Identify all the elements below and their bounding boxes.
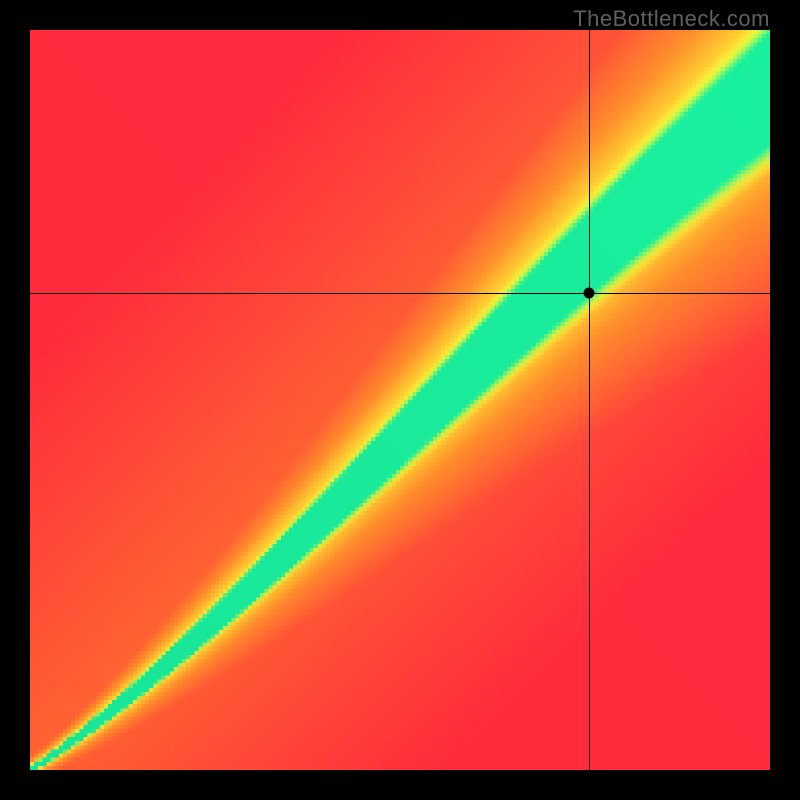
- watermark-text: TheBottleneck.com: [573, 6, 770, 32]
- crosshair-vertical: [589, 30, 590, 770]
- chart-container: TheBottleneck.com: [0, 0, 800, 800]
- plot-area: [30, 30, 770, 770]
- marker-dot: [583, 287, 594, 298]
- crosshair-horizontal: [30, 293, 770, 294]
- heatmap-canvas: [30, 30, 770, 770]
